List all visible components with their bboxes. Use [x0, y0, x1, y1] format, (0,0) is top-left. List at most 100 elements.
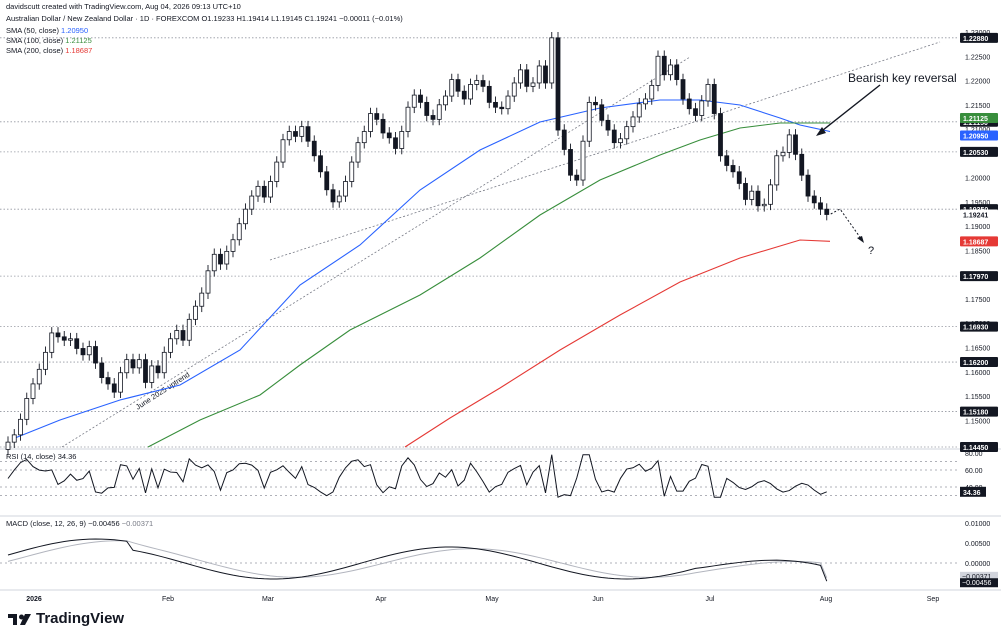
candle-body [411, 94, 417, 108]
annotation-question-mark: ? [868, 245, 875, 257]
candle-body [711, 84, 717, 114]
candle-body [349, 161, 355, 182]
candle-body [161, 351, 167, 374]
candle-body [680, 79, 686, 100]
candle-body [761, 203, 767, 207]
candle-body [24, 398, 30, 420]
candle-body [574, 174, 580, 181]
macd-tick-label: 0.00500 [965, 541, 990, 548]
candle-body [105, 377, 111, 385]
sma100-value: 1.21125 [65, 36, 92, 45]
candle-body [605, 119, 611, 131]
candle-body [636, 103, 642, 118]
price-label-green [960, 113, 998, 124]
header-created-by: davidscutt created with TradingView.com,… [6, 2, 241, 11]
candle-body [543, 65, 548, 84]
reversal-arrowhead [816, 127, 826, 136]
macd-value-1: −0.00456 [88, 519, 120, 528]
price-label-dark [960, 406, 998, 417]
candle-body [705, 84, 711, 102]
candle-body [111, 383, 117, 393]
candle-body [99, 362, 105, 378]
candle-body [155, 365, 161, 374]
candle-body [718, 113, 723, 157]
price-label-text: 1.16200 [963, 360, 988, 367]
candle-body [568, 149, 573, 176]
candle-body [211, 253, 217, 272]
macd-value-2: −0.00371 [121, 519, 154, 528]
candle-body [474, 80, 480, 85]
candle-body [374, 113, 380, 120]
candle-body [186, 318, 192, 341]
price-label-dark [960, 271, 998, 282]
candle-body [268, 181, 273, 198]
price-tick-label: 1.15000 [965, 418, 990, 425]
legend-sma50[interactable]: SMA (50, close) 1.20950 [6, 26, 88, 35]
legend-sma200[interactable]: SMA (200, close) 1.18687 [6, 46, 92, 55]
candle-body [593, 101, 598, 106]
candle-body [49, 332, 55, 353]
price-label-red [960, 236, 998, 247]
time-tick-label: 2026 [26, 596, 42, 603]
candle-body [286, 131, 292, 141]
candle-body [805, 174, 811, 197]
candle-body [380, 118, 386, 134]
price-label-dark [960, 32, 998, 43]
price-tick-label: 1.18500 [965, 248, 990, 255]
rsi-legend[interactable]: RSI (14, close) 34.36 [6, 452, 76, 461]
annotation-bearish-reversal: Bearish key reversal [848, 71, 957, 85]
candle-body [749, 190, 755, 200]
candle-body [36, 368, 42, 385]
rsi-tick-label: 60.00 [965, 468, 983, 475]
candle-body [43, 351, 48, 370]
price-tick-label: 1.19500 [965, 200, 990, 207]
candle-body [561, 129, 567, 150]
candle-body [699, 100, 705, 116]
price-tick-label: 1.17500 [965, 297, 990, 304]
macd-legend[interactable]: MACD (close, 12, 26, 9) −0.00456 −0.0037… [6, 519, 153, 528]
candle-body [299, 126, 305, 137]
candle-body [493, 101, 498, 108]
candle-body [124, 359, 130, 374]
legend-sma100[interactable]: SMA (100, close) 1.21125 [6, 36, 92, 45]
candle-body [693, 108, 698, 116]
candle-body [86, 346, 92, 356]
rsi-value-text: 34.36 [963, 490, 981, 497]
candle-body [555, 37, 561, 131]
sma100-line [147, 122, 831, 448]
candle-body [461, 90, 467, 100]
candle-body [355, 142, 361, 163]
candle-body [661, 55, 667, 76]
candle-body [330, 189, 336, 203]
rsi-value: 34.36 [57, 452, 77, 461]
candle-body [818, 202, 823, 210]
candle-body [730, 165, 736, 173]
candle-body [424, 101, 430, 116]
price-label-dark [960, 442, 998, 452]
candle-body [811, 195, 817, 204]
price-label-text: 1.21125 [963, 116, 988, 123]
candle-body [505, 95, 511, 110]
candle-body [149, 365, 155, 383]
candle-body [430, 115, 436, 120]
candle-body [224, 250, 230, 265]
candle-body [230, 239, 236, 252]
tradingview-logo[interactable]: TradingView [8, 610, 124, 627]
candle-body [18, 418, 23, 436]
time-tick-label: Jun [592, 596, 603, 603]
candle-body [343, 181, 348, 197]
candle-body [793, 134, 798, 155]
candle-body [599, 104, 605, 121]
time-tick-label: Sep [927, 596, 940, 603]
candle-body [74, 338, 80, 349]
reversal-arrow [817, 84, 881, 135]
candle-body [80, 348, 86, 356]
candle-body [143, 359, 148, 383]
candle-body [199, 292, 205, 307]
macd-tick-label: 0.00000 [965, 561, 990, 568]
candle-body [668, 64, 673, 76]
tradingview-brand: TradingView [36, 610, 125, 627]
price-label-text: 1.20530 [963, 150, 988, 157]
price-tick-label: 1.22000 [965, 79, 990, 86]
